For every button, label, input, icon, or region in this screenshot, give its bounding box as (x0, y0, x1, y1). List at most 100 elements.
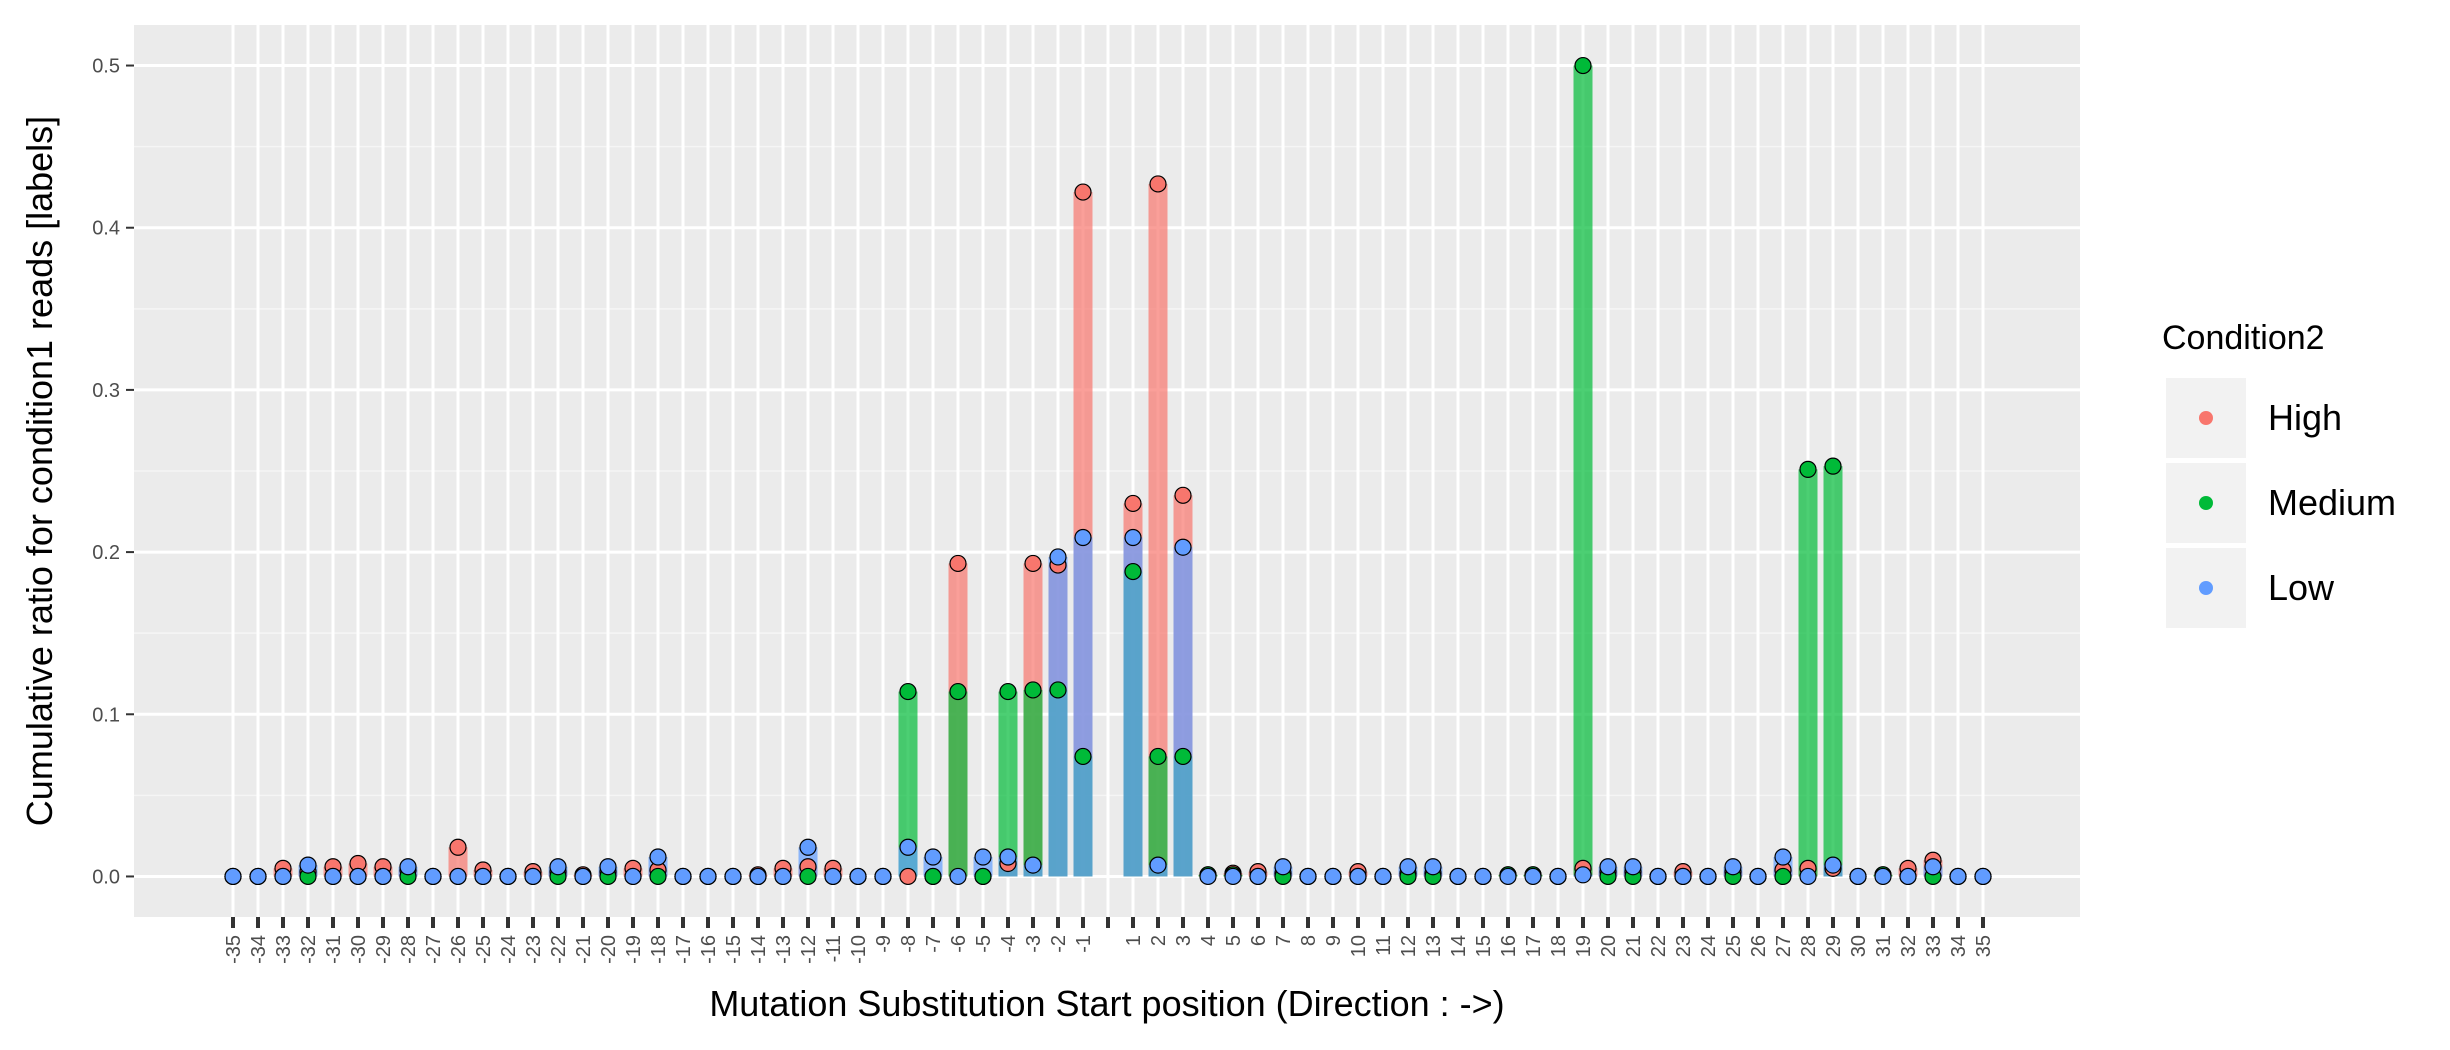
point-medium (1574, 56, 1592, 75)
bar-medium (1148, 756, 1168, 877)
point-low (1849, 867, 1867, 886)
x-tick-label: 28 (1798, 935, 1820, 957)
point-low (949, 867, 967, 886)
point-low (474, 867, 492, 886)
point-low (999, 848, 1017, 866)
point-low (549, 858, 567, 876)
point-high (1149, 175, 1167, 193)
point-low (874, 867, 892, 886)
point-low (274, 867, 292, 886)
x-tick-label: -17 (673, 935, 695, 964)
x-tick-label: 12 (1398, 935, 1420, 957)
point-medium (1149, 747, 1167, 766)
x-tick-label: 25 (1723, 935, 1745, 957)
point-low (1449, 867, 1467, 886)
point-high (949, 554, 967, 573)
point-low (899, 838, 917, 856)
point-low (299, 856, 317, 874)
x-tick-label: -7 (923, 935, 945, 953)
point-low (1324, 867, 1342, 886)
x-tick-label: -35 (223, 935, 245, 964)
point-low (1599, 858, 1617, 876)
x-tick-label: -15 (723, 935, 745, 964)
x-tick-label: 8 (1298, 935, 1320, 946)
y-axis-title: Cumulative ratio for condition1 reads [l… (19, 116, 60, 826)
point-low (1874, 867, 1892, 886)
point-low (1499, 867, 1517, 886)
point-low (1799, 867, 1817, 886)
x-tick-label: 34 (1948, 935, 1970, 957)
point-low (674, 867, 692, 886)
point-low (1474, 867, 1492, 886)
point-medium (1774, 867, 1792, 886)
bar-medium (998, 691, 1018, 877)
y-tick-label: 0.3 (92, 380, 120, 402)
point-medium (1824, 457, 1842, 475)
x-tick-label: -33 (273, 935, 295, 964)
point-medium (1174, 747, 1192, 766)
point-medium (1049, 681, 1067, 699)
point-low (324, 867, 342, 886)
y-tick-label: 0.0 (92, 866, 120, 888)
point-high (449, 838, 467, 856)
x-tick-label: 5 (1223, 935, 1245, 946)
point-low (1699, 867, 1717, 886)
x-tick-label: -28 (398, 935, 420, 964)
x-tick-label: -21 (573, 935, 595, 964)
bar-medium (948, 691, 968, 877)
point-low (799, 838, 817, 856)
point-low (1824, 856, 1842, 874)
x-tick-label: -6 (948, 935, 970, 953)
x-tick-label: 7 (1273, 935, 1295, 946)
x-tick-label: 16 (1498, 935, 1520, 957)
x-tick-label: -19 (623, 935, 645, 964)
legend-dot-low (2199, 581, 2213, 595)
x-tick-label: 15 (1473, 935, 1495, 957)
legend-dot-high (2199, 411, 2213, 425)
point-medium (649, 867, 667, 886)
point-low (1124, 528, 1142, 547)
x-tick-label: -9 (873, 935, 895, 953)
point-low (699, 867, 717, 886)
y-tick-label: 0.4 (92, 218, 120, 240)
bar-low (1048, 556, 1068, 877)
point-low (1149, 856, 1167, 874)
bar-high (1148, 183, 1168, 877)
point-low (399, 858, 417, 876)
point-medium (949, 682, 967, 701)
bar-low (1173, 547, 1193, 877)
point-low (1974, 867, 1992, 886)
bar-high (448, 847, 468, 877)
point-low (1624, 858, 1642, 876)
y-axis: 0.0 0.1 0.2 0.3 0.4 0.5 (92, 56, 134, 888)
x-tick-label: -29 (373, 935, 395, 964)
point-low (1724, 858, 1742, 876)
bar-medium (1823, 466, 1843, 877)
bar-low (1123, 537, 1143, 877)
point-low (924, 848, 942, 866)
point-low (1349, 867, 1367, 886)
x-tick-label: -32 (298, 935, 320, 964)
point-low (724, 867, 742, 886)
point-low (1299, 867, 1317, 886)
point-low (1899, 867, 1917, 886)
point-low (499, 867, 517, 886)
point-low (1524, 867, 1542, 886)
point-low (349, 867, 367, 886)
point-low (249, 867, 267, 886)
bar-medium (1573, 65, 1593, 877)
x-tick-label: 13 (1423, 935, 1445, 957)
point-low (449, 867, 467, 886)
x-tick-label: -16 (698, 935, 720, 964)
legend: Condition2 High Medium Low (2162, 319, 2396, 628)
point-low (599, 858, 617, 876)
x-tick-label: -3 (1023, 935, 1045, 953)
legend-title: Condition2 (2162, 319, 2325, 357)
point-medium (899, 682, 917, 701)
point-low (1924, 858, 1942, 876)
point-high (1124, 494, 1142, 513)
point-low (1674, 867, 1692, 886)
x-tick-label: 33 (1923, 935, 1945, 957)
x-tick-label: 6 (1248, 935, 1270, 946)
x-axis-title: Mutation Substitution Start position (Di… (709, 983, 1504, 1024)
